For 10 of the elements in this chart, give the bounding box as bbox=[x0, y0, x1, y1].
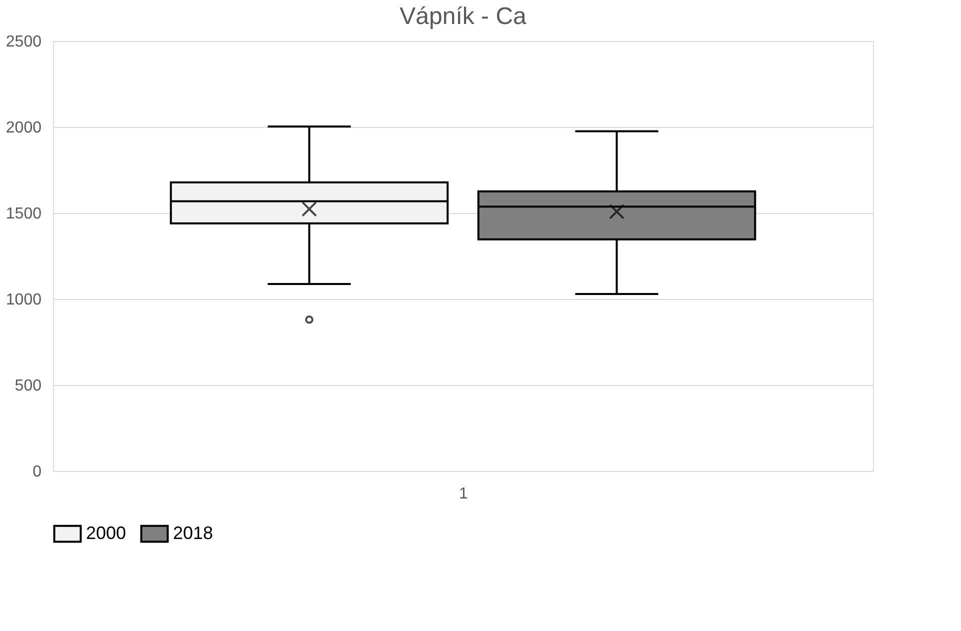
legend-label: 2018 bbox=[173, 522, 214, 543]
y-tick-label: 500 bbox=[14, 378, 42, 394]
y-tick-label: 0 bbox=[32, 464, 42, 480]
y-tick-label: 1500 bbox=[6, 206, 42, 222]
x-tick-label: 1 bbox=[459, 486, 468, 502]
y-tick-label: 2000 bbox=[6, 120, 42, 136]
y-tick-label: 1000 bbox=[6, 292, 42, 308]
y-tick-label: 2500 bbox=[6, 34, 42, 50]
chart-title: Vápník - Ca bbox=[400, 3, 528, 30]
legend-label: 2000 bbox=[86, 522, 126, 543]
